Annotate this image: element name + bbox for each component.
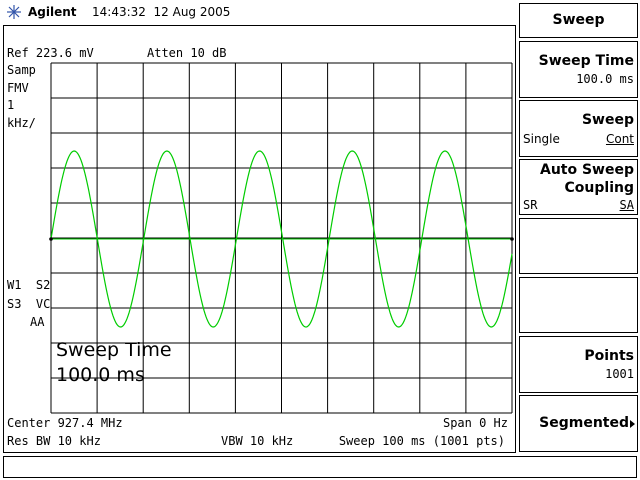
vbw: VBW 10 kHz	[221, 434, 294, 448]
res-bw: Res BW 10 kHz	[7, 434, 101, 448]
softkey-label: Sweep	[581, 112, 634, 128]
agilent-logo	[7, 5, 21, 19]
annotation: FMV	[7, 81, 29, 95]
softkey-option: Single	[523, 132, 560, 146]
brand: Agilent	[28, 5, 77, 19]
annotation: S3 VC	[7, 297, 51, 311]
softkey-option: SR	[523, 198, 538, 212]
softkey[interactable]: Segmented	[519, 395, 638, 452]
softkey-option-selected: SA	[619, 198, 634, 212]
active-function-label: Sweep Time	[56, 339, 172, 361]
softkey-value: 1001	[605, 367, 634, 381]
menu-title: Sweep	[519, 3, 638, 38]
annotation: Samp	[7, 63, 36, 77]
active-function-value: 100.0 ms	[56, 364, 145, 386]
trace	[50, 150, 513, 328]
softkey-value: 100.0 ms	[576, 72, 634, 86]
softkey-option-selected: Cont	[605, 132, 634, 146]
status-bar	[3, 456, 637, 478]
center-freq: Center 927.4 MHz	[7, 416, 123, 430]
softkey[interactable]: Sweep Single Cont	[519, 100, 638, 157]
annotation: 1	[7, 98, 15, 112]
trace-end	[49, 237, 53, 241]
softkey[interactable]: Points 1001	[519, 336, 638, 393]
softkey-label: Coupling	[564, 180, 634, 196]
softkey-label: Points	[584, 348, 634, 364]
softkey-label: Sweep Time	[538, 53, 634, 69]
annotation: AA	[30, 315, 45, 329]
sweep-info: Sweep 100 ms (1001 pts)	[338, 434, 505, 448]
softkey-label: Auto Sweep	[539, 162, 634, 178]
ref-level: Ref 223.6 mV	[7, 46, 94, 60]
softkey-blank[interactable]	[519, 218, 638, 274]
menu-title-text: Sweep	[552, 12, 605, 28]
softkey-blank[interactable]	[519, 277, 638, 333]
attenuation: Atten 10 dB	[147, 46, 227, 60]
trace-end	[510, 237, 514, 241]
softkey[interactable]: Sweep Time 100.0 ms	[519, 41, 638, 98]
annotation: kHz/	[7, 116, 36, 130]
span: Span 0 Hz	[442, 416, 508, 430]
submenu-arrow	[630, 420, 635, 428]
annotation: W1 S2	[7, 278, 51, 292]
softkey-label: Segmented	[539, 415, 629, 431]
timestamp: 14:43:32 12 Aug 2005	[92, 5, 231, 19]
softkey[interactable]: Auto Sweep Coupling SR SA	[519, 159, 638, 215]
